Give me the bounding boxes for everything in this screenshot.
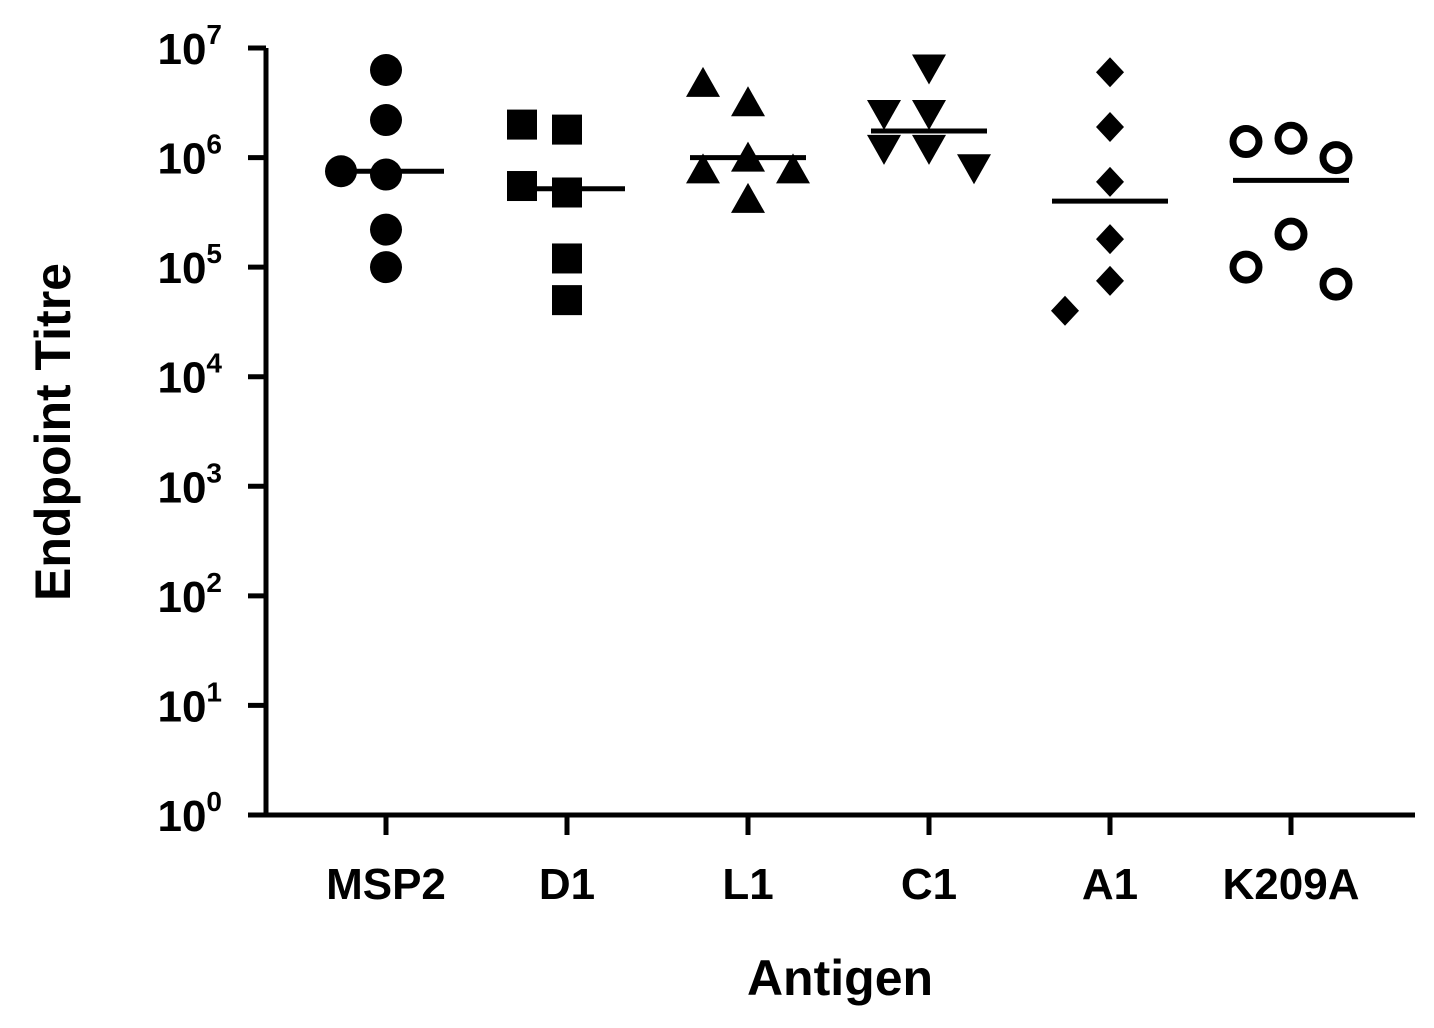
data-point — [370, 251, 402, 284]
data-point — [1096, 265, 1124, 296]
data-point — [507, 171, 537, 202]
data-point — [1051, 295, 1079, 326]
data-point — [731, 182, 765, 213]
y-tick-label: 100 — [157, 786, 222, 841]
x-tick-label: L1 — [722, 860, 773, 909]
y-tick-label: 104 — [157, 348, 222, 403]
series-C1 — [867, 54, 991, 185]
data-point — [370, 158, 402, 191]
x-tick-label: C1 — [901, 860, 957, 909]
x-axis-title: Antigen — [747, 950, 933, 1006]
tick-labels: 100 101 102 103 104 105 106 107 MSP2 D1 L1 C1 A1 K209… — [157, 19, 1359, 909]
data-point — [552, 243, 582, 274]
y-tick-label: 105 — [157, 238, 222, 293]
data-point — [1096, 112, 1124, 143]
series-L1 — [686, 66, 810, 213]
data-point — [507, 109, 537, 140]
data-point — [1274, 121, 1308, 155]
data-point — [912, 134, 946, 165]
y-tick-label: 106 — [157, 129, 222, 184]
x-tick-label: K209A — [1223, 860, 1360, 909]
data-point — [912, 54, 946, 85]
data-point — [1229, 125, 1263, 159]
data-point — [370, 213, 402, 246]
data-point — [1319, 141, 1353, 175]
x-tick-label: D1 — [539, 860, 595, 909]
y-tick-label: 102 — [157, 567, 222, 622]
data-point — [686, 66, 720, 97]
data-point — [552, 177, 582, 208]
series-K209A — [1229, 121, 1353, 301]
series-MSP2 — [325, 53, 444, 284]
data-point — [370, 104, 402, 137]
y-axis-title: Endpoint Titre — [25, 263, 81, 601]
x-tick-label: MSP2 — [326, 860, 446, 909]
axes — [248, 45, 1415, 835]
data-point — [731, 86, 765, 117]
data-marks — [325, 53, 1353, 326]
data-point — [1096, 166, 1124, 197]
data-point — [1319, 267, 1353, 301]
x-tick-label: A1 — [1082, 860, 1138, 909]
data-point — [867, 134, 901, 165]
data-point — [370, 53, 402, 86]
series-A1 — [1051, 57, 1168, 326]
data-point — [1229, 250, 1263, 284]
data-point — [912, 99, 946, 130]
data-point — [552, 285, 582, 316]
data-point — [1096, 224, 1124, 255]
data-point — [1274, 217, 1308, 251]
data-point — [686, 153, 720, 184]
data-point — [1096, 57, 1124, 88]
data-point — [776, 153, 810, 184]
data-point — [867, 99, 901, 130]
data-point — [957, 154, 991, 185]
series-D1 — [507, 109, 625, 316]
y-tick-label: 103 — [157, 457, 222, 512]
y-tick-label: 101 — [157, 676, 222, 731]
data-point — [552, 114, 582, 145]
y-tick-label: 107 — [157, 19, 222, 74]
